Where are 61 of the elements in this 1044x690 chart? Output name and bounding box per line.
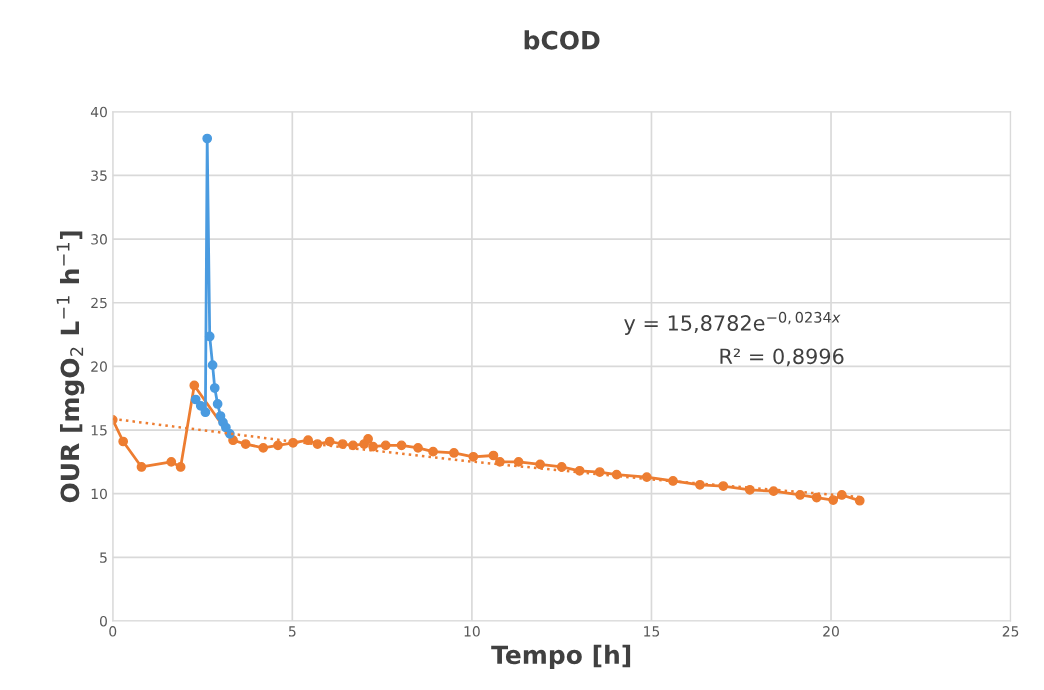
- point: [468, 451, 479, 462]
- point: [273, 440, 283, 451]
- point: [594, 467, 605, 477]
- point: [221, 422, 231, 433]
- point: [449, 448, 459, 458]
- point: [175, 462, 186, 472]
- y-tick-label: 15: [91, 425, 107, 436]
- point: [535, 459, 545, 470]
- point: [204, 331, 215, 342]
- point: [209, 383, 220, 393]
- y-tick-label: 20: [91, 361, 107, 372]
- point: [396, 440, 407, 451]
- point: [380, 440, 391, 451]
- point: [207, 360, 218, 370]
- point: [768, 486, 779, 497]
- annotation: R² = 0,8996: [720, 348, 844, 367]
- point: [795, 490, 806, 500]
- point: [413, 443, 423, 453]
- point: [202, 133, 213, 144]
- point: [368, 441, 378, 452]
- chart-title: bCOD: [524, 30, 600, 50]
- point: [303, 435, 313, 446]
- y-tick-label: 25: [91, 297, 107, 309]
- point: [189, 380, 200, 391]
- x-tick-label: 25: [1002, 626, 1019, 637]
- point: [695, 479, 705, 490]
- x-axis-title: Tempo [h]: [491, 644, 631, 670]
- point: [513, 457, 524, 467]
- point: [811, 492, 822, 503]
- point: [337, 439, 348, 449]
- point: [200, 407, 211, 418]
- point: [166, 457, 177, 467]
- point: [190, 394, 201, 405]
- point: [324, 436, 335, 447]
- point: [136, 462, 147, 472]
- y-tick-label: 30: [91, 234, 107, 245]
- point: [212, 399, 223, 409]
- y-axis-title: OUR [mgO$_{2}$ L$^{−1}$ h$^{−1}$]: [56, 231, 85, 503]
- annotation: y = 15,8782e$^{−0,0234x}$: [624, 311, 841, 335]
- x-tick-label: 10: [464, 626, 480, 637]
- point: [428, 446, 438, 457]
- point: [363, 434, 373, 444]
- y-tick-label: 5: [100, 552, 107, 563]
- point: [828, 495, 839, 505]
- point: [488, 450, 499, 461]
- point: [668, 476, 678, 486]
- point: [641, 472, 652, 483]
- x-tick-label: 5: [288, 626, 296, 637]
- point: [118, 436, 129, 447]
- y-tick-label: 40: [90, 106, 107, 118]
- x-tick-label: 15: [644, 626, 660, 637]
- y-tick-label: 0: [99, 615, 107, 627]
- point: [240, 439, 251, 449]
- point: [854, 495, 865, 506]
- x-tick-label: 0: [109, 626, 117, 637]
- x-tick-label: 20: [823, 626, 839, 637]
- point: [258, 443, 269, 453]
- point: [312, 439, 323, 449]
- y-tick-label: 10: [91, 488, 107, 500]
- y-tick-label: 35: [91, 170, 107, 181]
- point: [348, 440, 358, 451]
